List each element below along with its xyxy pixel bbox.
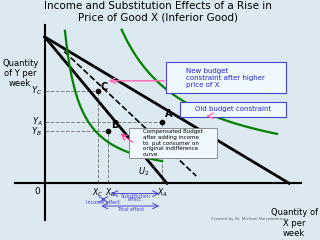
Text: Income effect: Income effect: [86, 200, 120, 205]
Text: Total effect: Total effect: [117, 207, 144, 212]
Text: effect: effect: [128, 197, 142, 202]
Text: A: A: [164, 109, 172, 120]
Text: Quantity of
X per
week: Quantity of X per week: [270, 208, 318, 238]
Text: Compensated Budget
after adding income
to  put consumer on
original indifference: Compensated Budget after adding income t…: [143, 129, 203, 157]
Text: Old budget constraint: Old budget constraint: [195, 106, 271, 112]
Text: $Y_B$: $Y_B$: [31, 125, 42, 138]
Text: C: C: [101, 82, 108, 92]
Text: Quantity
of Y per
week: Quantity of Y per week: [2, 59, 38, 88]
Text: B: B: [111, 120, 118, 130]
FancyBboxPatch shape: [129, 128, 217, 158]
Text: $X_C$: $X_C$: [92, 187, 103, 199]
Text: $U_2$: $U_2$: [138, 166, 149, 178]
Text: $Y_C$: $Y_C$: [31, 85, 42, 97]
FancyBboxPatch shape: [166, 62, 285, 93]
Text: $Y_A$: $Y_A$: [31, 115, 42, 128]
Text: 0: 0: [35, 187, 40, 196]
Text: $U_1$: $U_1$: [191, 136, 203, 149]
Text: Created by Dr. Michael Nieswiadomy: Created by Dr. Michael Nieswiadomy: [212, 217, 287, 221]
Text: New budget
constraint after higher
price of X: New budget constraint after higher price…: [186, 68, 265, 88]
Title: Income and Substitution Effects of a Rise in
Price of Good X (Inferior Good): Income and Substitution Effects of a Ris…: [44, 1, 272, 23]
Text: $X_B$: $X_B$: [105, 187, 116, 199]
Text: Substitution: Substitution: [120, 194, 150, 199]
FancyBboxPatch shape: [180, 102, 285, 117]
Text: $X_A$: $X_A$: [156, 187, 167, 199]
